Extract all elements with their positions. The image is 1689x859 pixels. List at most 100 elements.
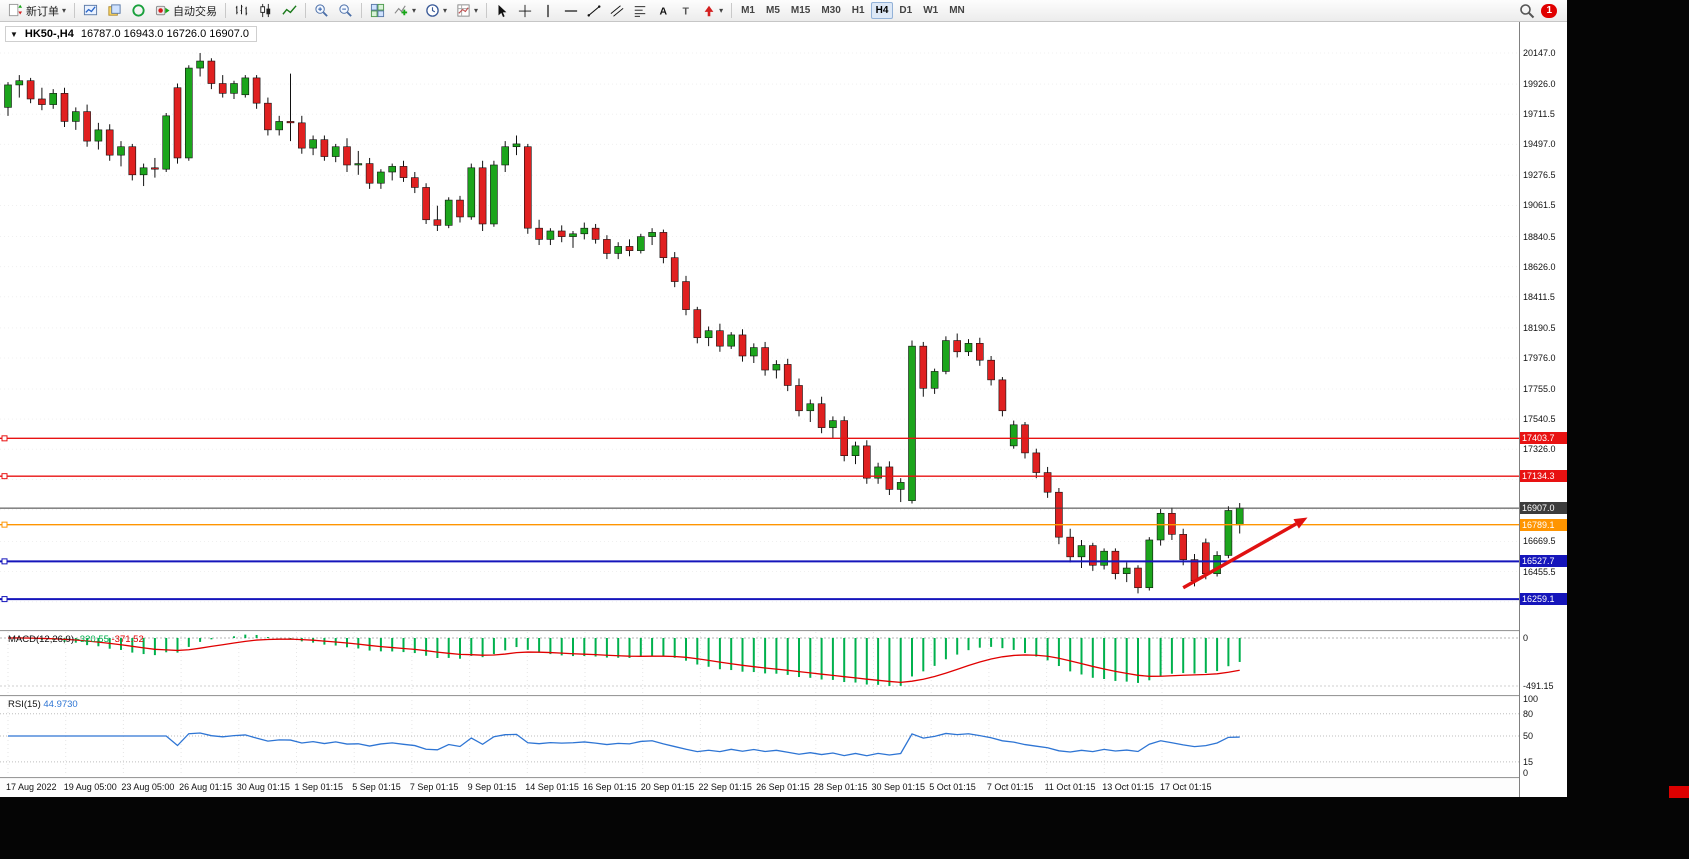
candle-bearish <box>682 281 690 310</box>
fibonacci-button[interactable] <box>629 1 651 21</box>
time-tick: 14 Sep 01:15 <box>525 782 579 792</box>
level-handle[interactable] <box>1 435 8 442</box>
candle-bearish <box>456 199 464 218</box>
tile-windows-button[interactable] <box>366 1 389 21</box>
candle-bearish <box>433 219 442 226</box>
rsi-axis-tick: 0 <box>1523 768 1529 778</box>
level-handle[interactable] <box>1 521 8 528</box>
candle-bullish <box>829 420 837 428</box>
candle-bullish <box>942 340 950 372</box>
candle-bearish <box>1168 512 1176 535</box>
time-tick: 7 Sep 01:15 <box>409 782 459 792</box>
candle-bearish <box>410 177 419 188</box>
macd-splitter[interactable] <box>0 630 1567 632</box>
timeframe-button-m1[interactable]: M1 <box>741 5 755 16</box>
notification-badge[interactable]: 1 <box>1541 3 1557 18</box>
templates-button[interactable]: ▾ <box>452 1 482 21</box>
time-tick: 17 Oct 01:15 <box>1160 782 1212 792</box>
toolbar-separator <box>486 3 488 18</box>
candle-bullish <box>772 364 781 371</box>
text-label-button[interactable]: T <box>675 1 697 21</box>
toolbar-separator <box>361 3 363 18</box>
candle-bearish <box>523 146 532 229</box>
one-click-expander-icon[interactable]: ▼ <box>10 29 18 39</box>
time-axis[interactable]: 17 Aug 2022 19 Aug 05:00 23 Aug 05:00 26 Au… <box>0 777 1519 797</box>
candle-bearish <box>151 167 159 170</box>
candle-bearish <box>535 227 543 240</box>
rsi-splitter[interactable] <box>0 695 1567 697</box>
crosshair-button[interactable] <box>514 1 536 21</box>
vertical-line-button[interactable] <box>537 1 559 21</box>
templates-icon <box>457 4 470 17</box>
candle-bearish <box>128 146 137 176</box>
zoom-out-button[interactable] <box>334 1 357 21</box>
time-tick: 26 Sep 01:15 <box>756 782 810 792</box>
candle-bearish <box>885 466 894 490</box>
chevron-down-icon: ▾ <box>62 5 67 15</box>
autotrading-button[interactable]: 自动交易 <box>151 1 221 21</box>
candle-bullish <box>546 230 555 240</box>
bar-chart-button[interactable] <box>230 1 253 21</box>
charts-button[interactable] <box>79 1 102 21</box>
main-toolbar: 新订单 ▾ <box>0 0 1567 22</box>
candle-bearish <box>591 227 600 240</box>
channel-button[interactable] <box>606 1 628 21</box>
candle-bearish <box>343 146 351 166</box>
arrows-tool-button[interactable]: ▾ <box>698 1 727 21</box>
trend-arrow-head[interactable] <box>1293 517 1308 529</box>
candle-bearish <box>264 102 272 131</box>
text-icon: A <box>660 5 668 17</box>
corner-red-marker <box>1669 786 1689 798</box>
rsi-curve <box>8 732 1240 757</box>
candle-bearish <box>557 230 566 237</box>
price-axis[interactable]: 20147.0 19926.0 19711.5 19497.0 19276.5 19061… <box>1519 22 1567 797</box>
time-tick: 1 Sep 01:15 <box>294 782 344 792</box>
time-tick: 20 Sep 01:15 <box>640 782 695 792</box>
market-watch-button[interactable] <box>127 1 150 21</box>
candle-bearish <box>998 379 1007 412</box>
candle-bearish <box>817 403 826 428</box>
new-order-button[interactable]: 新订单 ▾ <box>4 1 70 21</box>
level-handle[interactable] <box>1 558 8 565</box>
zoom-in-button[interactable] <box>310 1 333 21</box>
search-icon[interactable] <box>1519 3 1535 19</box>
candle-bullish <box>377 171 385 184</box>
new-order-icon <box>8 3 23 17</box>
timeframe-button-m30[interactable]: M30 <box>821 5 841 16</box>
zoom-out-icon <box>339 4 352 17</box>
price-tick: 19711.5 <box>1523 109 1555 120</box>
candle-bullish <box>851 445 860 457</box>
candle-bullish <box>139 167 148 176</box>
candle-bullish <box>275 121 284 131</box>
candle-bearish <box>919 345 928 389</box>
fibonacci-icon <box>634 5 646 17</box>
line-chart-button[interactable] <box>278 1 301 21</box>
cursor-icon <box>498 4 507 17</box>
trend-arrow-line[interactable] <box>1182 522 1298 590</box>
profiles-button[interactable] <box>103 1 126 21</box>
chart-title-bar: ▼ HK50-,H4 16787.0 16943.0 16726.0 16907… <box>5 26 258 42</box>
horizontal-line-button[interactable] <box>560 1 582 21</box>
timeframe-button-d1[interactable]: D1 <box>899 5 913 16</box>
price-chart[interactable] <box>0 22 1519 797</box>
candle-bearish <box>975 343 984 361</box>
macd-main-value: -320.55 <box>76 634 109 645</box>
text-button[interactable]: A <box>652 1 674 21</box>
level-handle[interactable] <box>1 596 8 603</box>
timeframe-button-mn[interactable]: MN <box>949 5 965 16</box>
rsi-axis-tick: 100 <box>1523 694 1539 704</box>
timeframe-button-w1[interactable]: W1 <box>923 5 939 16</box>
trendline-button[interactable] <box>583 1 605 21</box>
level-handle[interactable] <box>1 473 8 480</box>
timeframe-button-h1[interactable]: H1 <box>851 5 865 16</box>
tile-windows-icon <box>370 3 385 18</box>
timeframe-button-h4[interactable]: H4 <box>870 2 894 19</box>
indicators-button[interactable]: ▾ <box>390 1 420 21</box>
candle-bullish <box>874 466 882 479</box>
periods-button[interactable]: ▾ <box>421 1 451 21</box>
cursor-button[interactable] <box>491 1 513 21</box>
candlestick-button[interactable] <box>254 1 277 21</box>
chart-area[interactable]: ▼ HK50-,H4 16787.0 16943.0 16726.0 16907… <box>0 22 1567 797</box>
timeframe-button-m15[interactable]: M15 <box>790 5 811 16</box>
timeframe-button-m5[interactable]: M5 <box>765 5 780 16</box>
